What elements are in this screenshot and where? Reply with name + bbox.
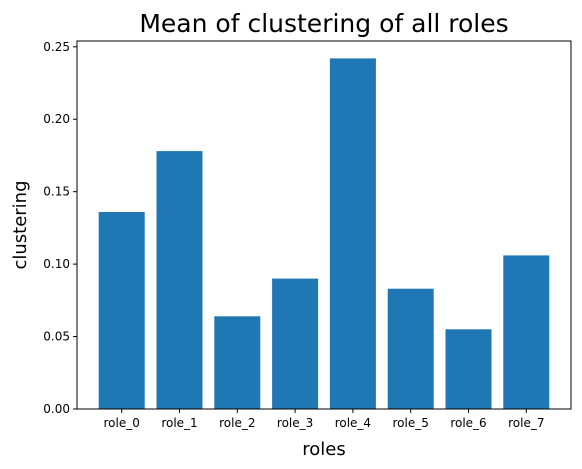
y-tick-label: 0.00 <box>43 402 70 416</box>
y-axis-label: clustering <box>10 180 31 269</box>
y-tick-label: 0.05 <box>43 330 70 344</box>
bar-role_2 <box>214 316 261 409</box>
x-tick-label: role_6 <box>450 416 486 430</box>
x-tick-label: role_1 <box>161 416 197 430</box>
x-tick-label: role_7 <box>508 416 544 430</box>
bar-role_5 <box>387 288 434 409</box>
x-tick-label: role_2 <box>219 416 255 430</box>
plot-frame <box>76 40 572 410</box>
x-axis-label: roles <box>302 439 345 460</box>
bar-role_0 <box>98 212 145 409</box>
bars-group <box>98 58 550 410</box>
y-axis: 0.00 0.05 0.10 0.15 0.20 0.25 <box>43 40 77 416</box>
bar-role_4 <box>329 58 376 410</box>
y-tick-label: 0.25 <box>43 40 70 54</box>
bar-role_3 <box>272 278 319 409</box>
x-tick-label: role_4 <box>335 416 371 430</box>
y-tick-label: 0.20 <box>43 112 70 126</box>
x-tick-label: role_3 <box>277 416 313 430</box>
x-tick-label: role_0 <box>104 416 140 430</box>
y-tick-label: 0.10 <box>43 257 70 271</box>
chart-title: Mean of clustering of all roles <box>139 9 508 38</box>
x-tick-label: role_5 <box>393 416 429 430</box>
bar-role_6 <box>445 329 492 409</box>
x-axis: role_0 role_1 role_2 role_3 role_4 role_5 role… <box>104 409 544 430</box>
bar-role_7 <box>503 255 550 409</box>
bar-role_1 <box>156 151 203 409</box>
y-tick-label: 0.15 <box>43 185 70 199</box>
